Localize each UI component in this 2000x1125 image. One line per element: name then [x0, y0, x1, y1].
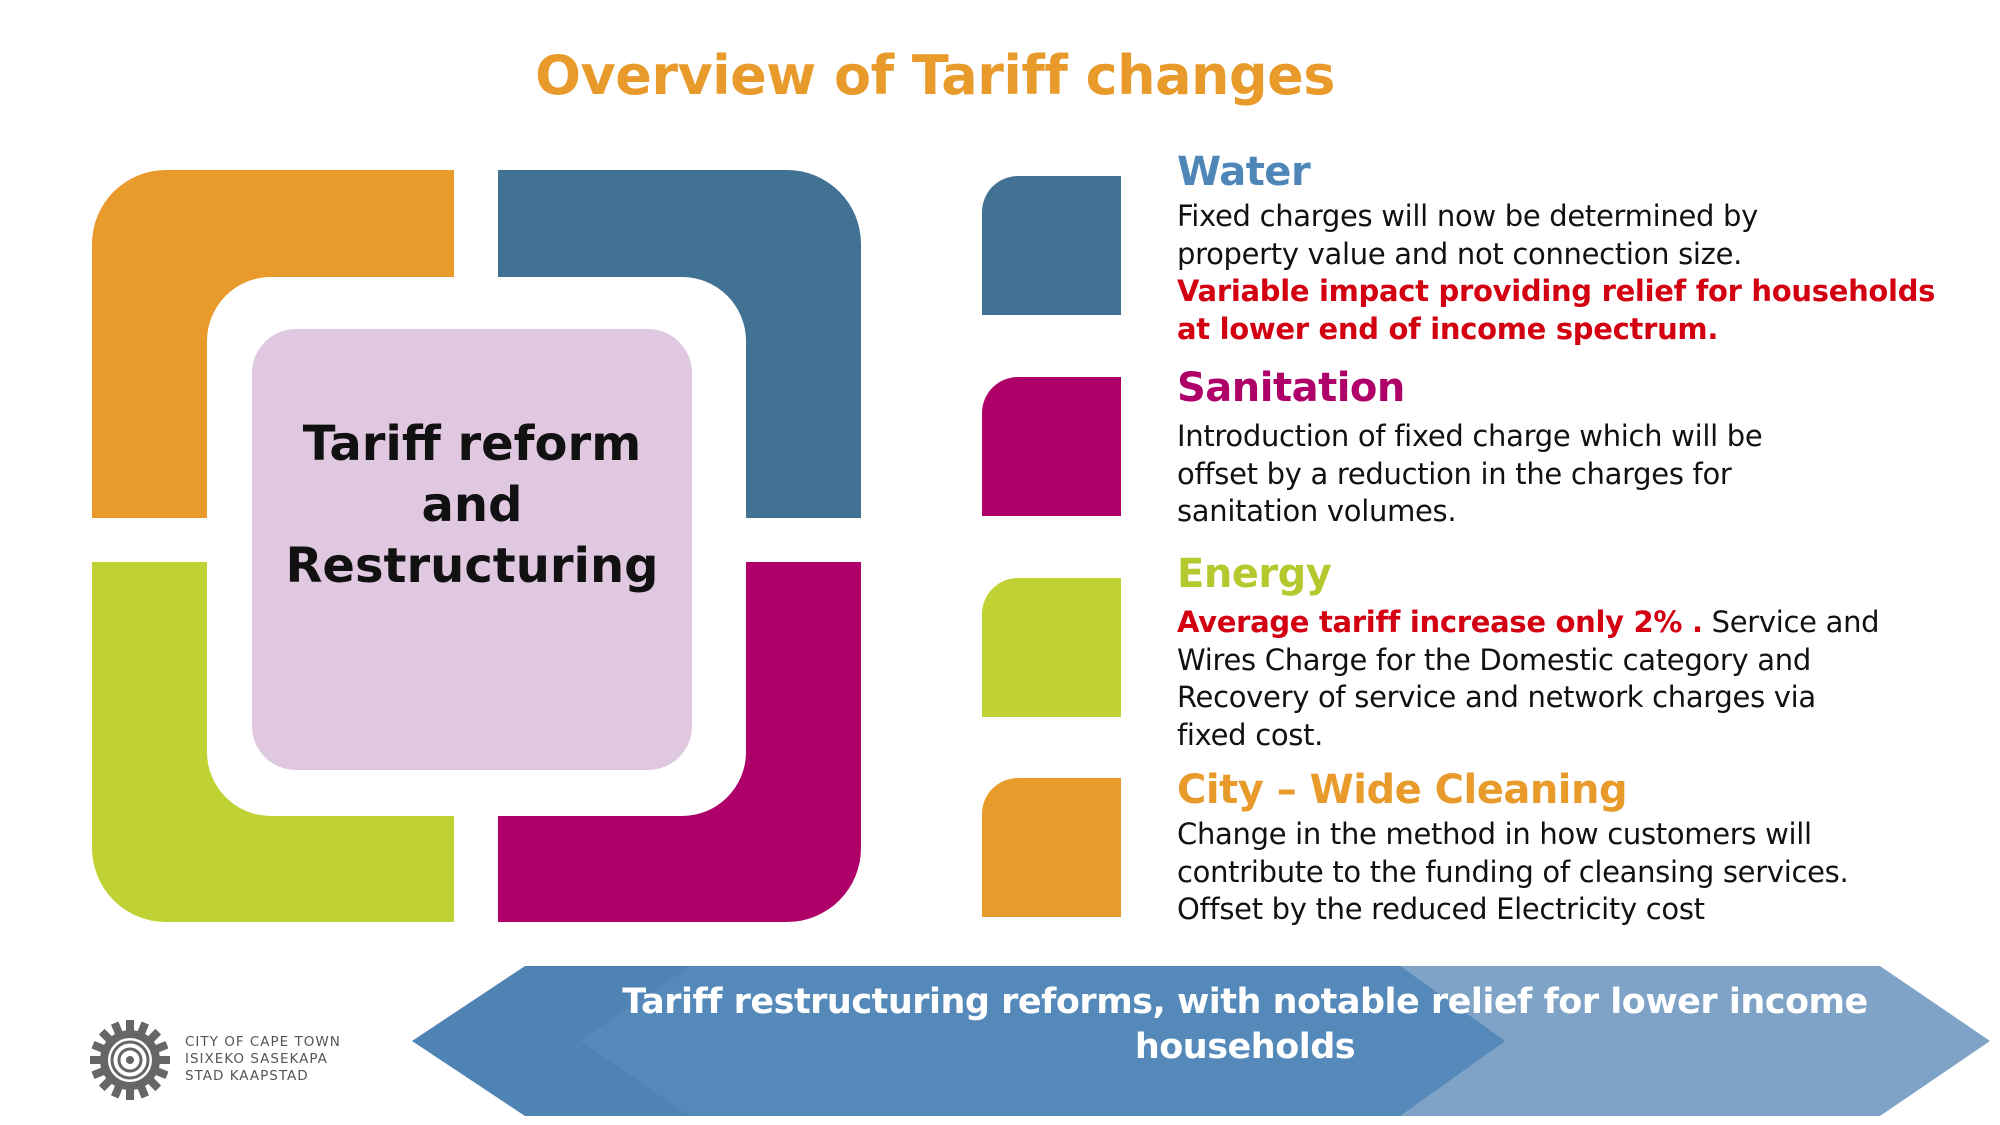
energy-title: Energy	[1177, 551, 1332, 597]
energy-section: Energy Average tariff increase only 2% .…	[1177, 550, 1917, 754]
cleaning-section: City – Wide Cleaning Change in the metho…	[1177, 766, 1917, 929]
water-section: Water Fixed charges will now be determin…	[1177, 148, 1936, 348]
energy-first-line: Average tariff increase only 2% . Servic…	[1177, 604, 1917, 642]
energy-tile	[982, 578, 1121, 717]
logo-line: CITY OF CAPE TOWN	[185, 1034, 341, 1050]
banner-line: Tariff restructuring reforms, with notab…	[622, 982, 1868, 1022]
water-body: Fixed charges will now be determined by …	[1177, 198, 1936, 348]
energy-body-line: Wires Charge for the Domestic category a…	[1177, 642, 1811, 677]
center-label-line: Restructuring	[285, 538, 659, 594]
energy-highlight: Average tariff increase only 2% .	[1177, 605, 1703, 639]
cleaning-title: City – Wide Cleaning	[1177, 767, 1628, 813]
water-body-line: property value and not connection size.	[1177, 236, 1743, 271]
energy-body-first: Service and	[1702, 605, 1880, 639]
sanitation-body: Introduction of fixed charge which will …	[1177, 418, 1917, 531]
banner-text: Tariff restructuring reforms, with notab…	[620, 980, 1870, 1070]
logo-text: CITY OF CAPE TOWN ISIXEKO SASEKAPA STAD …	[185, 1034, 341, 1085]
water-tile	[982, 176, 1121, 315]
cleaning-body-line: Change in the method in how customers wi…	[1177, 817, 1812, 851]
water-highlight-line: at lower end of income spectrum.	[1177, 311, 1719, 346]
water-highlight-line: Variable impact providing relief for hou…	[1177, 274, 1936, 308]
sanitation-tile	[982, 377, 1121, 516]
sanitation-title: Sanitation	[1177, 365, 1405, 411]
energy-body-line: fixed cost.	[1177, 717, 1324, 752]
center-box	[252, 329, 692, 770]
sanitation-section: Sanitation Introduction of fixed charge …	[1177, 364, 1917, 531]
sanitation-body-line: offset by a reduction in the charges for	[1177, 456, 1732, 491]
slide-title: Overview of Tariff changes	[535, 44, 1335, 107]
sanitation-body-line: Introduction of fixed charge which will …	[1177, 419, 1763, 453]
cleaning-tile	[982, 778, 1121, 917]
energy-body: Average tariff increase only 2% . Servic…	[1177, 604, 1917, 754]
water-title: Water	[1177, 149, 1311, 195]
center-label-line: and	[421, 477, 523, 533]
energy-body-line: Recovery of service and network charges …	[1177, 680, 1816, 714]
center-label: Tariff reform and Restructuring	[252, 414, 692, 597]
water-body-line: Fixed charges will now be determined by	[1177, 199, 1758, 233]
banner-line: households	[1134, 1027, 1356, 1067]
cleaning-body-line: Offset by the reduced Electricity cost	[1177, 892, 1705, 926]
cleaning-body: Change in the method in how customers wi…	[1177, 816, 1917, 929]
logo-line: STAD KAAPSTAD	[185, 1068, 309, 1084]
logo-line: ISIXEKO SASEKAPA	[185, 1051, 328, 1067]
city-seal-icon	[90, 1020, 170, 1100]
cleaning-body-line: contribute to the funding of cleansing s…	[1177, 854, 1849, 889]
banner-arrow-overlap	[580, 966, 1505, 1116]
center-label-line: Tariff reform	[302, 416, 642, 472]
sanitation-body-line: sanitation volumes.	[1177, 494, 1457, 528]
